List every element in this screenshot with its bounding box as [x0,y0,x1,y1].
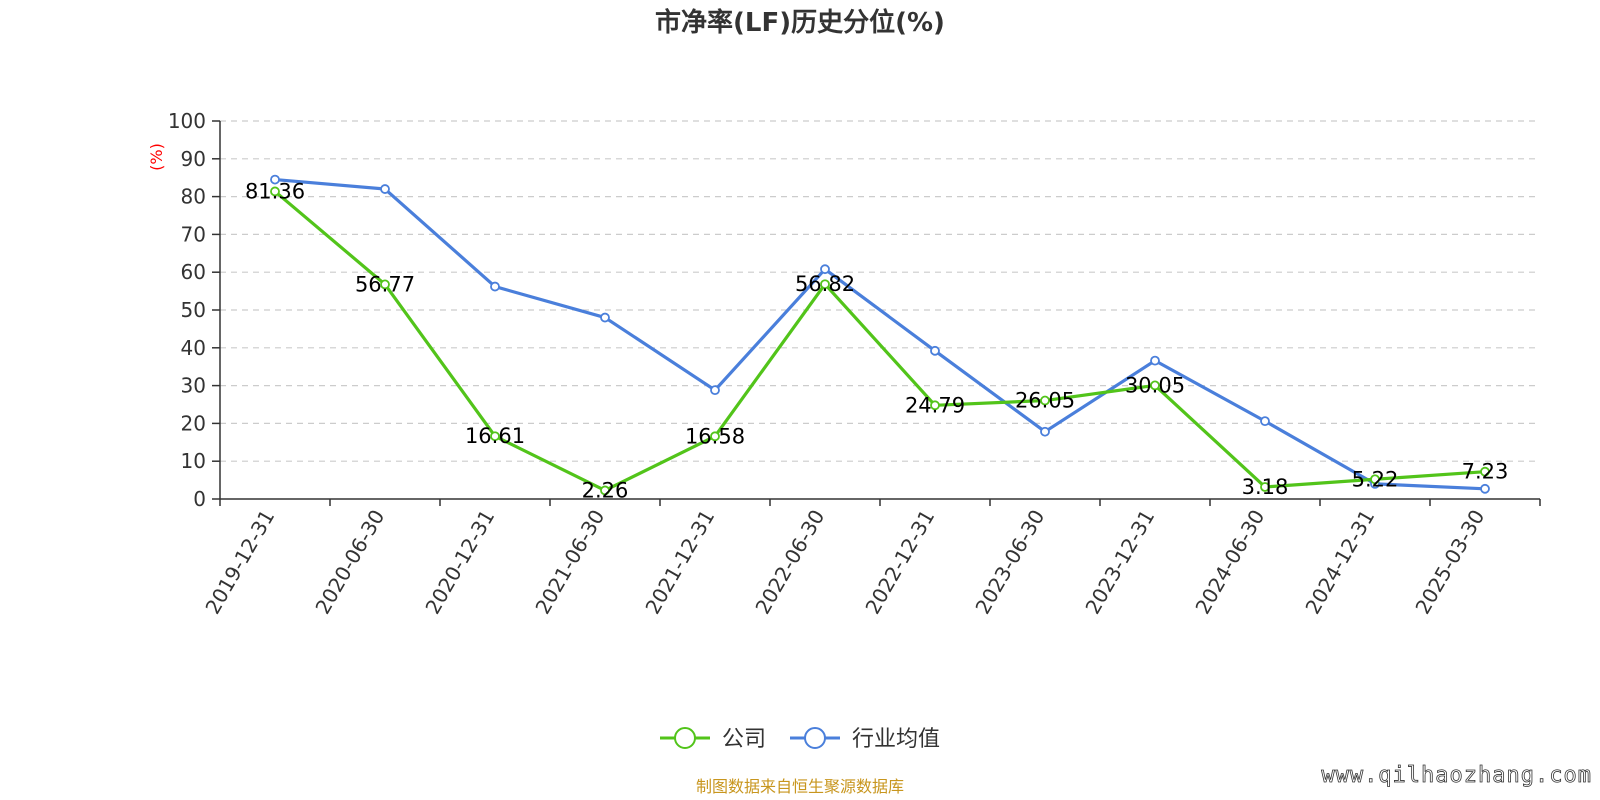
legend-item-0: 公司 [660,727,766,752]
data-point [1040,395,1050,406]
data-label: 7.23 [1462,460,1509,484]
data-point [930,345,940,356]
data-point [1370,474,1380,485]
data-label: 3.18 [1242,475,1289,499]
data-label: 16.61 [465,424,525,448]
data-point [710,431,720,442]
data-label: 5.22 [1352,467,1399,491]
legend-label: 行业均值 [852,727,940,752]
data-label: 30.05 [1125,373,1185,397]
data-point [600,312,610,323]
data-point [820,279,830,290]
data-point [270,174,280,185]
data-point [1150,380,1160,391]
series [270,174,1490,496]
x-tick-label: 2022-06-30 [750,506,829,619]
x-tick-label: 2019-12-31 [200,506,279,619]
x-tick-label: 2021-12-31 [640,506,719,619]
data-point [1040,426,1050,437]
y-tick-label: 90 [181,147,206,171]
data-point [490,431,500,442]
x-tick-label: 2024-12-31 [1300,506,1379,619]
legend-label: 公司 [722,727,766,752]
y-tick-label: 70 [181,222,206,246]
data-label: 56.82 [795,272,855,296]
x-tick-label: 2022-12-31 [860,506,939,619]
y-axis-unit: (%) [147,143,166,171]
y-tick-label: 0 [193,487,206,511]
data-point [1260,482,1270,492]
data-label: 56.77 [355,272,415,296]
data-point [1260,416,1270,427]
data-point [270,186,280,197]
data-label: 24.79 [905,393,965,417]
data-point [380,184,390,194]
chart-title: 市净率(LF)历史分位(%) [655,7,945,38]
data-point [1150,355,1160,366]
data-point [1480,466,1490,477]
data-labels: 81.36 56.77 16.61 2.26 16.58 56.82 24.79 26.05 3… [245,179,1508,502]
legend: 公司 行业均值 [660,727,940,752]
data-point [490,281,500,292]
x-tick-label: 2020-06-30 [310,506,389,619]
y-tick-label: 40 [181,336,206,360]
source-note: 制图数据来自恒生聚源数据库 [696,777,904,796]
series-line-1 [274,177,1486,491]
data-point [1480,483,1490,494]
data-point [820,264,830,275]
axes: 0 10 20 30 40 50 60 70 80 90 100 2019-12-31 2020-06-… [168,109,1541,619]
data-point [380,279,390,290]
legend-swatch-marker [674,727,696,749]
y-tick-label: 100 [168,109,206,133]
y-tick-label: 20 [181,411,206,435]
data-point [710,385,720,396]
y-tick-label: 10 [181,449,206,473]
x-tick-label: 2025-03-30 [1410,506,1489,619]
data-point [600,485,610,496]
data-label: 26.05 [1015,389,1075,413]
series-line-0 [273,190,1486,493]
y-tick-label: 50 [181,298,206,322]
data-label: 81.36 [245,179,305,203]
x-tick-label: 2021-06-30 [530,506,609,619]
y-tick-label: 60 [181,260,206,284]
legend-swatch-marker [804,727,826,749]
x-tick-label: 2023-06-30 [970,506,1049,619]
data-label: 16.58 [685,424,745,448]
legend-item-1: 行业均值 [790,727,940,752]
data-point [930,400,940,411]
y-tick-label: 80 [181,185,206,209]
watermark: www.qilhaozhang.com [1321,763,1592,788]
grid-lines [220,120,1540,462]
x-tick-label: 2020-12-31 [420,506,499,619]
x-tick-label: 2024-06-30 [1190,506,1269,619]
data-label: 2.26 [582,478,629,502]
x-tick-label: 2023-12-31 [1080,506,1159,619]
y-tick-label: 30 [181,374,206,398]
